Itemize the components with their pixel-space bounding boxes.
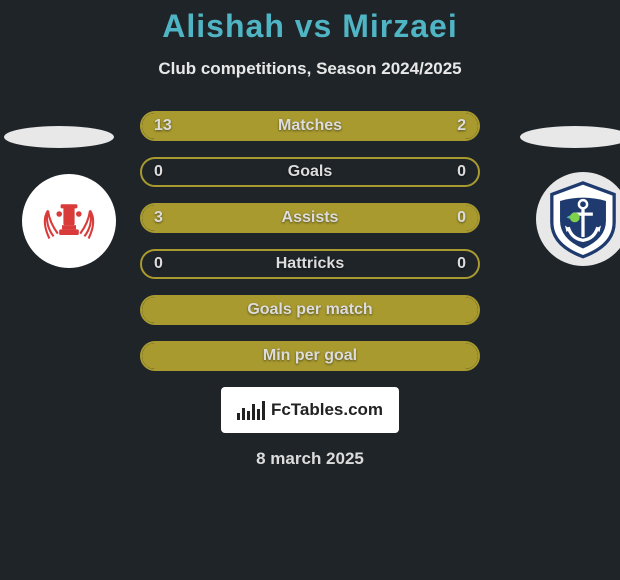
bar-chart-icon bbox=[237, 401, 265, 420]
stat-value-right: 0 bbox=[457, 163, 466, 181]
stat-row: Assists3 0 bbox=[140, 203, 480, 233]
stat-value-left: 13 bbox=[154, 117, 172, 135]
stat-label: Matches bbox=[142, 117, 478, 135]
stat-value-left: 0 bbox=[154, 255, 163, 273]
stat-row: Matches13 2 bbox=[140, 111, 480, 141]
stat-value-right: 0 bbox=[457, 255, 466, 273]
stat-value-left: 0 bbox=[154, 163, 163, 181]
stat-label: Assists bbox=[142, 209, 478, 227]
page-title: Alishah vs Mirzaei bbox=[0, 8, 620, 45]
anchor-shield-icon bbox=[542, 178, 620, 260]
stat-label: Min per goal bbox=[142, 347, 478, 365]
trophy-wings-icon bbox=[34, 186, 104, 256]
stat-label: Goals per match bbox=[142, 301, 478, 319]
brand-text: FcTables.com bbox=[271, 400, 383, 420]
stat-value-right: 0 bbox=[457, 209, 466, 227]
stat-value-right: 2 bbox=[457, 117, 466, 135]
stat-row: Hattricks0 0 bbox=[140, 249, 480, 279]
stat-label: Hattricks bbox=[142, 255, 478, 273]
club-badge-right bbox=[536, 172, 620, 266]
stat-row: Goals per match bbox=[140, 295, 480, 325]
date-label: 8 march 2025 bbox=[0, 449, 620, 469]
stat-row: Min per goal bbox=[140, 341, 480, 371]
player-name-plate-right bbox=[520, 126, 620, 148]
brand-logo: FcTables.com bbox=[221, 387, 399, 433]
player-name-plate-left bbox=[4, 126, 114, 148]
page-subtitle: Club competitions, Season 2024/2025 bbox=[0, 59, 620, 79]
stat-label: Goals bbox=[142, 163, 478, 181]
club-badge-left bbox=[22, 174, 116, 268]
stat-row: Goals0 0 bbox=[140, 157, 480, 187]
stat-value-left: 3 bbox=[154, 209, 163, 227]
stats-bars: Matches132Goals00Assists30Hattricks00Goa… bbox=[140, 111, 480, 371]
